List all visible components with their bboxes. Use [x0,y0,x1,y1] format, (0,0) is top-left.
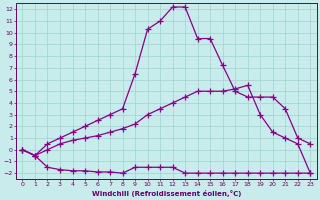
X-axis label: Windchill (Refroidissement éolien,°C): Windchill (Refroidissement éolien,°C) [92,190,241,197]
